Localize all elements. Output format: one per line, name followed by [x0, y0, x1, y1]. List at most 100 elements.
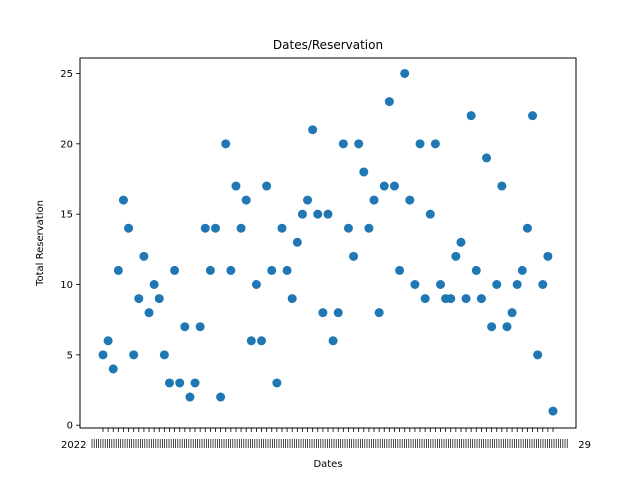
data-point	[400, 68, 410, 78]
data-point	[267, 265, 277, 275]
data-point	[108, 364, 118, 374]
data-point	[134, 294, 144, 304]
data-point	[297, 209, 307, 219]
data-point	[543, 251, 553, 261]
data-point	[190, 378, 200, 388]
data-point	[379, 181, 389, 191]
data-point	[287, 294, 297, 304]
data-point	[205, 265, 215, 275]
y-tick-label: 20	[60, 139, 73, 150]
data-point	[522, 223, 532, 233]
data-point	[236, 223, 246, 233]
data-point	[461, 294, 471, 304]
data-point	[338, 139, 348, 149]
data-point	[318, 308, 328, 318]
data-point	[328, 336, 338, 346]
data-point	[118, 195, 128, 205]
data-point	[528, 111, 538, 121]
data-point	[482, 153, 492, 163]
data-point	[420, 294, 430, 304]
data-point	[497, 181, 507, 191]
data-point	[384, 97, 394, 107]
data-point	[195, 322, 205, 332]
data-point	[262, 181, 272, 191]
data-point	[257, 336, 267, 346]
data-point	[175, 378, 185, 388]
y-axis: 0 5 10 15 20 25	[60, 69, 80, 432]
data-point	[430, 139, 440, 149]
data-point	[211, 223, 220, 233]
data-point	[343, 223, 353, 233]
x-axis	[91, 428, 568, 448]
data-point	[425, 209, 435, 219]
data-point	[113, 265, 123, 275]
data-point	[303, 195, 313, 205]
data-point	[308, 125, 318, 135]
data-point	[180, 322, 190, 332]
data-point	[517, 265, 527, 275]
x-axis-label: Dates	[313, 459, 342, 470]
data-point	[487, 322, 497, 332]
data-point	[154, 294, 164, 304]
data-point	[272, 378, 282, 388]
data-point	[231, 181, 241, 191]
data-point	[129, 350, 139, 360]
data-point	[313, 209, 323, 219]
data-point	[456, 237, 466, 247]
y-tick-label: 0	[67, 421, 73, 432]
y-axis-label: Total Reservation	[35, 200, 46, 287]
data-point	[415, 139, 425, 149]
data-point	[200, 223, 210, 233]
data-point	[451, 251, 461, 261]
data-point	[538, 280, 548, 290]
data-point	[185, 392, 195, 402]
data-point	[216, 392, 226, 402]
data-point	[512, 280, 522, 290]
y-tick-label: 10	[60, 280, 73, 291]
data-point	[292, 237, 302, 247]
data-point	[164, 378, 174, 388]
data-point	[251, 280, 261, 290]
data-point	[246, 336, 256, 346]
data-point	[354, 139, 364, 149]
y-tick-label: 5	[67, 350, 73, 361]
data-point	[144, 308, 154, 318]
data-point	[139, 251, 149, 261]
data-point	[466, 111, 476, 121]
data-point	[282, 265, 292, 275]
data-point	[395, 265, 405, 275]
x-tick-label-first: 2022	[61, 440, 86, 451]
data-point	[502, 322, 512, 332]
data-point	[374, 308, 384, 318]
data-point	[98, 350, 108, 360]
y-tick-label: 15	[60, 210, 73, 221]
data-point	[410, 280, 420, 290]
data-point	[476, 294, 486, 304]
data-point	[241, 195, 251, 205]
data-point	[492, 280, 502, 290]
data-point	[349, 251, 359, 261]
data-point	[221, 139, 231, 149]
data-point	[170, 265, 180, 275]
data-point	[124, 223, 134, 233]
data-point	[277, 223, 287, 233]
data-point	[103, 336, 113, 346]
data-point	[369, 195, 379, 205]
data-point	[359, 167, 369, 177]
y-tick-label: 25	[60, 69, 73, 80]
data-point	[405, 195, 415, 205]
data-point	[323, 209, 333, 219]
chart-title: Dates/Reservation	[273, 38, 383, 52]
data-point	[149, 280, 159, 290]
data-points	[98, 68, 558, 416]
data-point	[533, 350, 543, 360]
data-point	[471, 265, 481, 275]
data-point	[548, 406, 558, 416]
data-point	[436, 280, 445, 290]
data-point	[389, 181, 399, 191]
data-point	[226, 265, 236, 275]
data-point	[333, 308, 343, 318]
x-tick-label-last: 29	[578, 440, 591, 451]
